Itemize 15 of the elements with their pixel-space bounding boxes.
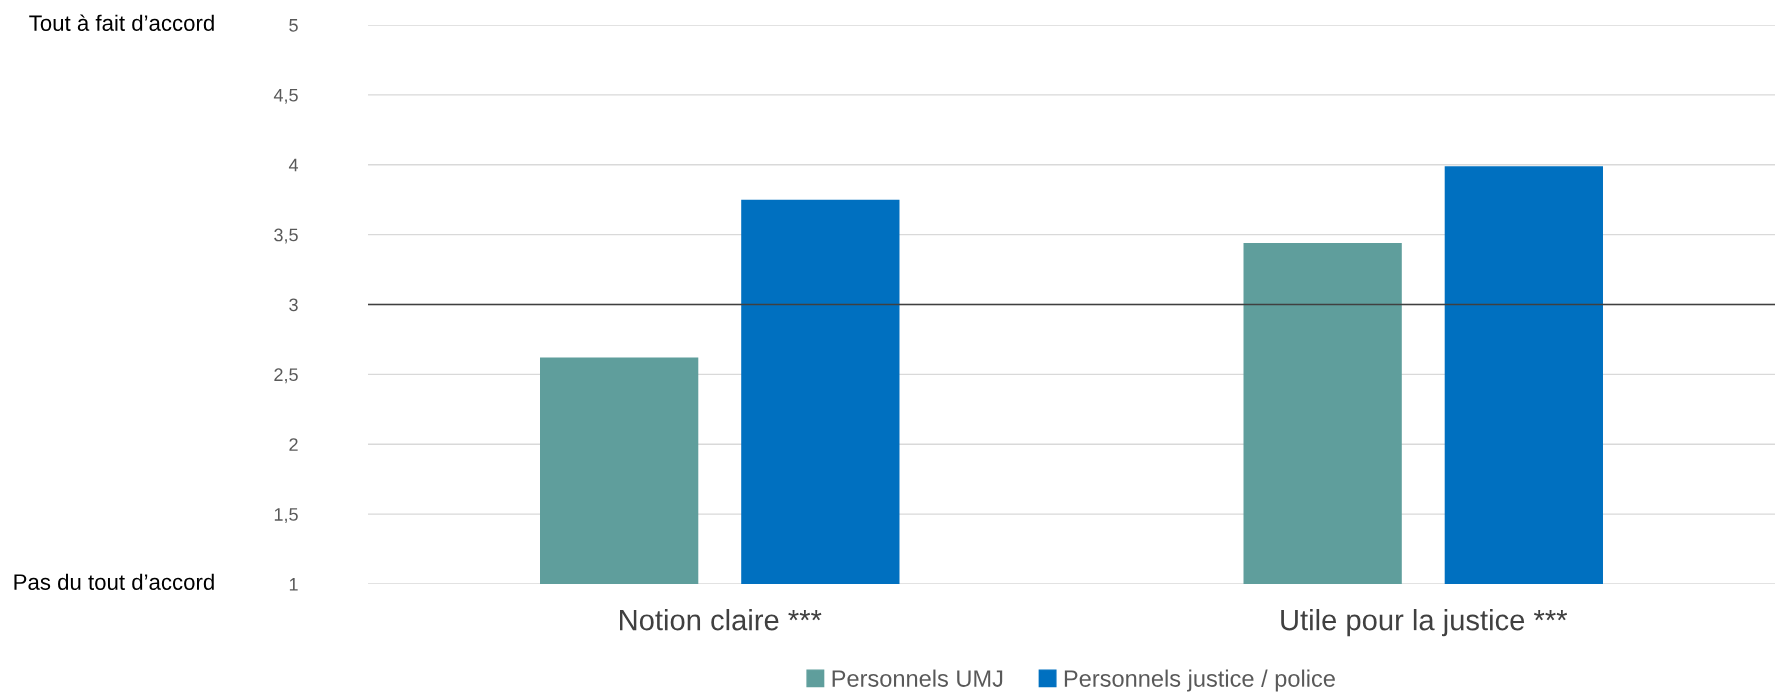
text: Pas du tout d’accord bbox=[14, 573, 214, 590]
y-tick-label: 3,5 bbox=[274, 228, 298, 244]
y-tick-label: 2 bbox=[289, 438, 298, 451]
y-tick-label: 4 bbox=[288, 158, 299, 172]
y-tick-label: 1 bbox=[289, 578, 298, 591]
y-tick-label: 4,5 bbox=[273, 89, 298, 104]
x-tick-label: Notion claire *** bbox=[620, 609, 822, 631]
y-tick-label: 5 bbox=[289, 19, 298, 32]
y-tick-label: 3 bbox=[289, 298, 298, 312]
y-tick-label: 2,5 bbox=[274, 368, 298, 384]
legend-label: Personnels UMJ bbox=[832, 669, 1003, 687]
text: Tout à fait d’accord bbox=[29, 14, 214, 31]
legend-label: Personnels justice / police bbox=[1064, 669, 1335, 692]
x-tick-label: Utile pour la justice *** bbox=[1281, 609, 1568, 637]
y-tick-label: 1,5 bbox=[274, 508, 298, 523]
